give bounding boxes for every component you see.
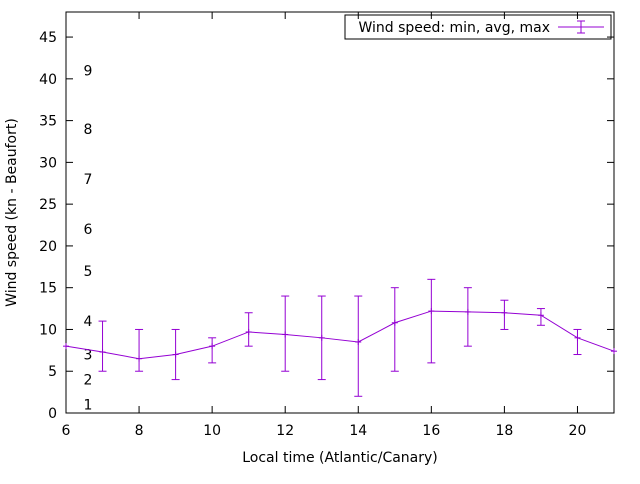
beaufort-scale-label: 7 — [84, 172, 93, 188]
legend-label: Wind speed: min, avg, max — [358, 20, 550, 36]
y-tick-label: 25 — [39, 197, 57, 213]
plot-border — [65, 11, 615, 414]
x-tick-label: 8 — [135, 423, 144, 439]
y-tick-label: 30 — [39, 155, 57, 171]
x-tick-label: 14 — [349, 423, 367, 439]
x-tick-label: 18 — [495, 423, 513, 439]
x-axis-title: Local time (Atlantic/Canary) — [242, 450, 438, 466]
y-tick-label: 5 — [48, 364, 57, 380]
x-tick-label: 10 — [203, 423, 221, 439]
legend-box — [344, 14, 612, 40]
y-tick-label: 45 — [39, 30, 57, 46]
beaufort-scale-label: 9 — [84, 63, 93, 79]
x-tick-label: 6 — [62, 423, 71, 439]
y-tick-label: 0 — [48, 406, 57, 422]
y-tick-label: 35 — [39, 114, 57, 130]
x-tick-label: 20 — [569, 423, 587, 439]
y-tick-label: 10 — [39, 322, 57, 338]
beaufort-scale-label: 5 — [84, 264, 93, 280]
beaufort-scale-label: 2 — [84, 373, 93, 389]
avg-line — [65, 310, 615, 360]
y-axis-title: Wind speed (kn - Beaufort) — [4, 118, 20, 307]
beaufort-scale-label: 3 — [84, 348, 93, 364]
y-tick-label: 15 — [39, 281, 57, 297]
x-tick-label: 16 — [422, 423, 440, 439]
beaufort-scale-label: 8 — [84, 122, 93, 138]
y-tick-label: 20 — [39, 239, 57, 255]
beaufort-scale-label: 4 — [84, 314, 93, 330]
beaufort-scale-label: 6 — [84, 222, 93, 238]
x-tick-label: 12 — [276, 423, 294, 439]
y-tick-label: 40 — [39, 72, 57, 88]
beaufort-scale-label: 1 — [84, 398, 93, 414]
